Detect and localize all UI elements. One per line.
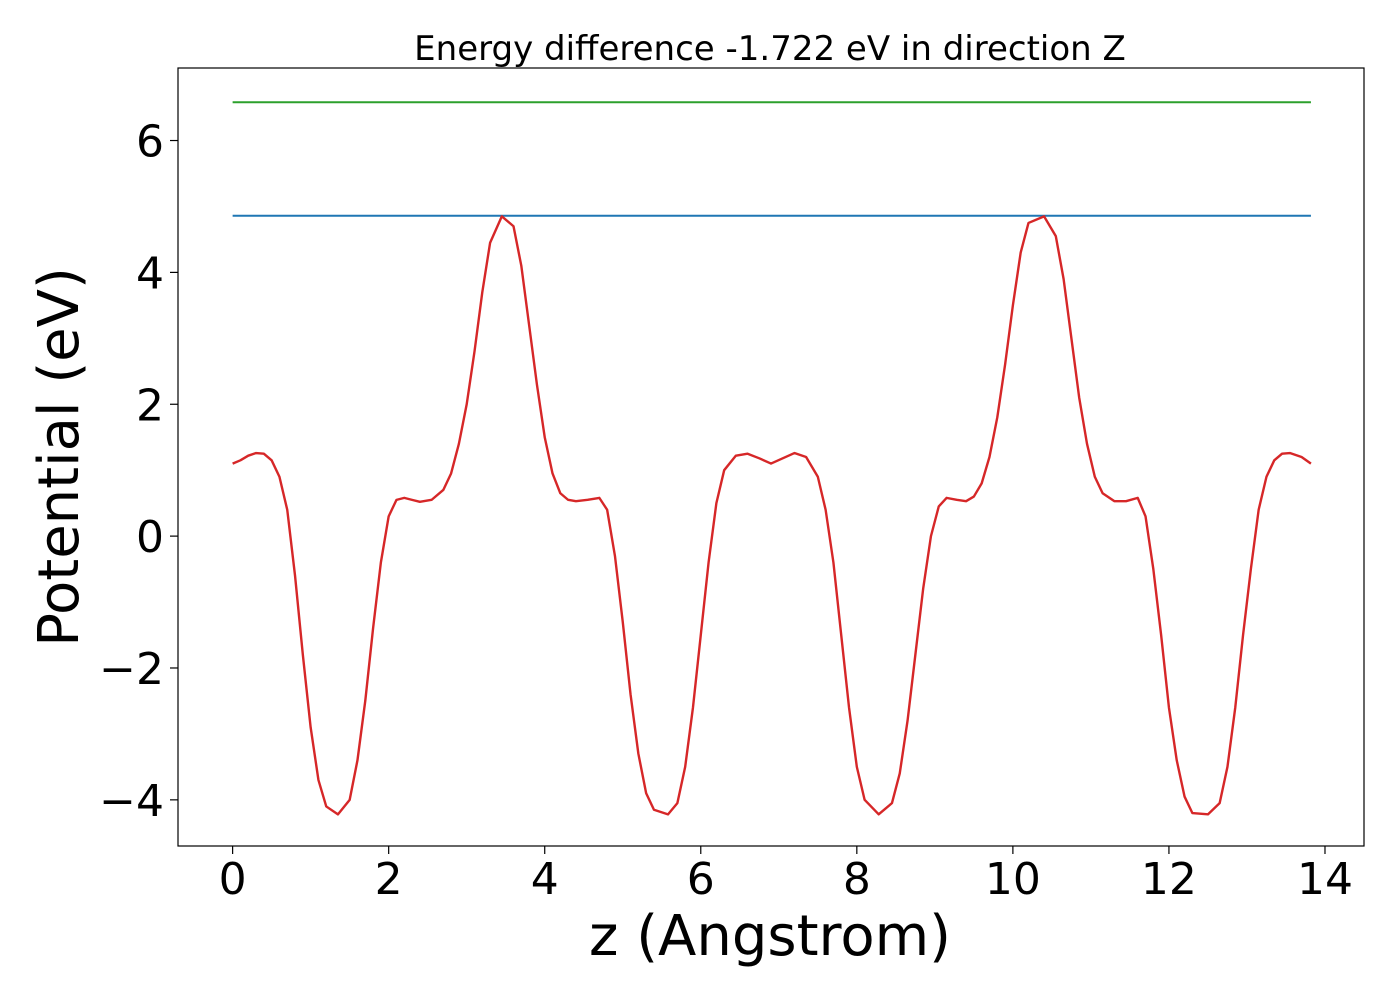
- x-tick-label: 8: [843, 854, 871, 905]
- y-tick-label: 2: [136, 380, 164, 431]
- x-axis: 0 2 4 6 8 10 12 14: [219, 846, 1353, 905]
- chart-title: Energy difference -1.722 eV in direction…: [414, 29, 1126, 69]
- x-axis-label: z (Angstrom): [589, 904, 951, 969]
- x-tick-label: 6: [687, 854, 715, 905]
- y-tick-label: −4: [99, 776, 164, 827]
- x-tick-label: 12: [1141, 854, 1197, 905]
- x-tick-label: 4: [531, 854, 559, 905]
- series-line-3: [232, 215, 1312, 816]
- series-layer: [232, 101, 1312, 816]
- y-tick-label: −2: [99, 644, 164, 695]
- y-tick-label: 4: [136, 248, 164, 299]
- y-tick-label: 0: [136, 512, 164, 563]
- x-tick-label: 2: [375, 854, 403, 905]
- y-axis: −4 −2 0 2 4 6: [99, 117, 178, 827]
- x-tick-label: 14: [1297, 854, 1353, 905]
- x-tick-label: 0: [219, 854, 247, 905]
- plot-frame: [177, 67, 1365, 847]
- y-axis-label: Potential (eV): [27, 267, 92, 647]
- x-tick-label: 10: [985, 854, 1041, 905]
- y-tick-label: 6: [136, 117, 164, 168]
